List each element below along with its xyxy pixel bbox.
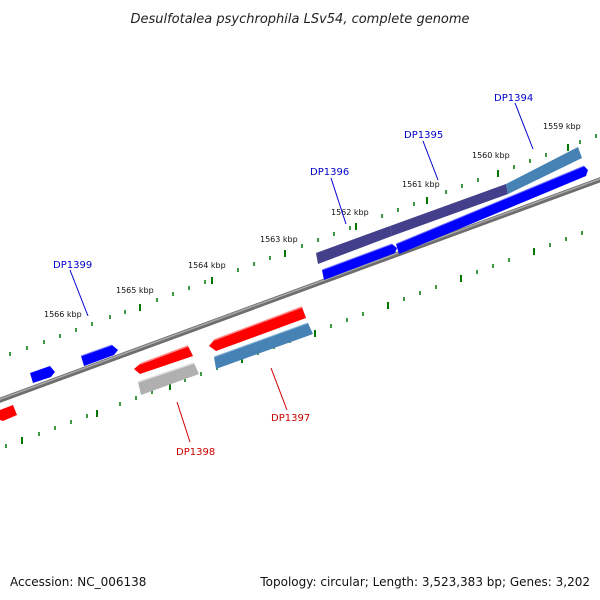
scale-label: 1559 kbp bbox=[543, 122, 581, 131]
gene-forward[interactable] bbox=[396, 166, 588, 254]
gene-dp1396-highlight[interactable] bbox=[316, 226, 392, 264]
gene-label-dp1394[interactable]: DP1394 bbox=[494, 93, 533, 104]
gene-forward[interactable] bbox=[322, 244, 397, 280]
scale-label: 1560 kbp bbox=[472, 151, 510, 160]
gene-label-dp1398[interactable]: DP1398 bbox=[176, 447, 215, 458]
inner-tick-track bbox=[5, 231, 583, 448]
label-leaders bbox=[69, 102, 534, 443]
gene-label-dp1397[interactable]: DP1397 bbox=[271, 413, 310, 424]
gene-labels: DP1394 DP1395 DP1396 DP1399 DP1397 DP139… bbox=[53, 93, 533, 458]
gene-dp1398[interactable] bbox=[134, 346, 193, 374]
outer-tick-track bbox=[9, 134, 597, 356]
accession-text: Accession: NC_006138 bbox=[10, 575, 146, 589]
gene-dp1399[interactable] bbox=[81, 345, 118, 366]
scale-label: 1565 kbp bbox=[116, 286, 154, 295]
gene-dp1398-highlight[interactable] bbox=[138, 363, 199, 395]
gene-label-dp1395[interactable]: DP1395 bbox=[404, 130, 443, 141]
forward-genes bbox=[30, 147, 588, 383]
scale-label: 1561 kbp bbox=[402, 180, 440, 189]
gene-label-dp1396[interactable]: DP1396 bbox=[310, 167, 349, 178]
scale-label: 1562 kbp bbox=[331, 208, 369, 217]
scale-label: 1563 kbp bbox=[260, 235, 298, 244]
gene-reverse[interactable] bbox=[0, 405, 17, 421]
scale-label: 1566 kbp bbox=[44, 310, 82, 319]
genome-title: Desulfotalea psychrophila LSv54, complet… bbox=[130, 12, 469, 27]
genome-summary-text: Topology: circular; Length: 3,523,383 bp… bbox=[259, 575, 590, 589]
gene-dp1397-highlight[interactable] bbox=[214, 323, 313, 369]
scale-labels: 1559 kbp 1560 kbp 1561 kbp 1562 kbp 1563… bbox=[44, 122, 581, 319]
gene-dp1395-highlight[interactable] bbox=[390, 184, 508, 236]
genome-backbone bbox=[0, 177, 600, 403]
scale-label: 1564 kbp bbox=[188, 261, 226, 270]
reverse-genes bbox=[0, 306, 313, 421]
gene-dp1397[interactable] bbox=[209, 307, 306, 351]
gene-forward[interactable] bbox=[30, 366, 55, 383]
gene-label-dp1399[interactable]: DP1399 bbox=[53, 260, 92, 271]
gene-dp1394-highlight[interactable] bbox=[506, 147, 582, 194]
